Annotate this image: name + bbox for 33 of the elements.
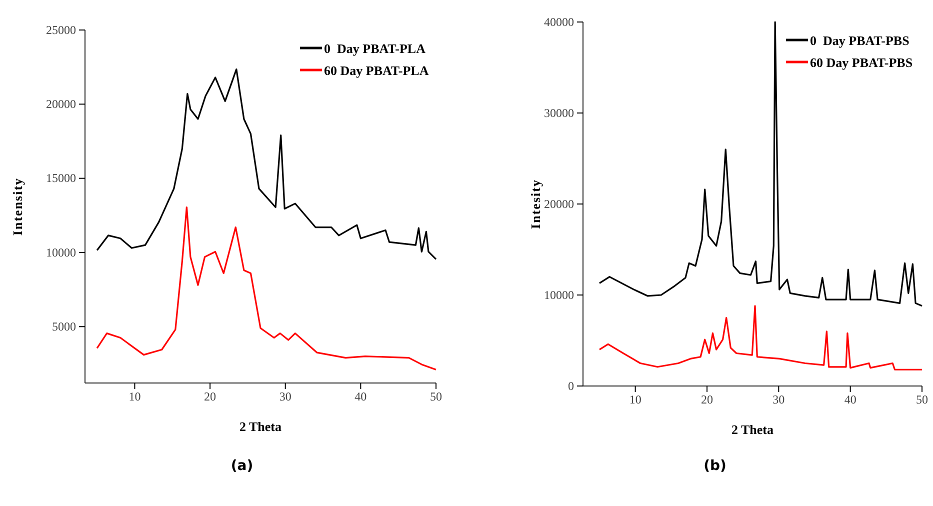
line-series [598, 305, 923, 370]
legend-label: 60 Day PBAT-PLA [324, 63, 430, 78]
legend-label: 0 Day PBAT-PBS [810, 33, 910, 48]
y-tick-label: 15000 [46, 171, 76, 186]
y-tick-label: 0 [568, 378, 574, 393]
line-series [96, 206, 437, 370]
line-series [598, 21, 923, 307]
x-tick-label: 40 [354, 390, 367, 404]
x-tick-label: 20 [204, 390, 216, 404]
x-tick-label: 50 [430, 390, 442, 404]
x-axis-title: 2 Theta [239, 419, 282, 434]
x-axis-title: 2 Theta [731, 422, 774, 437]
y-axis-title: Intesity [528, 179, 543, 229]
y-tick-label: 40000 [544, 14, 574, 29]
x-tick-label: 10 [128, 390, 141, 404]
y-tick-label: 25000 [46, 22, 76, 37]
x-tick-label: 30 [279, 390, 292, 404]
x-tick-label: 10 [629, 392, 642, 407]
y-tick-label: 20000 [544, 196, 574, 211]
y-axis-title: Intensity [10, 177, 25, 236]
x-tick-label: 30 [772, 392, 785, 407]
legend-label: 0 Day PBAT-PLA [324, 41, 426, 56]
x-tick-label: 20 [700, 392, 713, 407]
y-tick-label: 5000 [52, 319, 76, 334]
x-tick-label: 50 [916, 392, 928, 407]
y-tick-label: 10000 [544, 288, 574, 302]
y-tick-label: 30000 [544, 106, 574, 120]
legend-label: 60 Day PBAT-PBS [810, 55, 913, 70]
y-tick-label: 10000 [46, 245, 76, 260]
text: (a) [230, 458, 254, 474]
text: (b) [704, 458, 726, 474]
x-tick-label: 40 [844, 392, 856, 407]
y-tick-label: 20000 [46, 97, 76, 111]
